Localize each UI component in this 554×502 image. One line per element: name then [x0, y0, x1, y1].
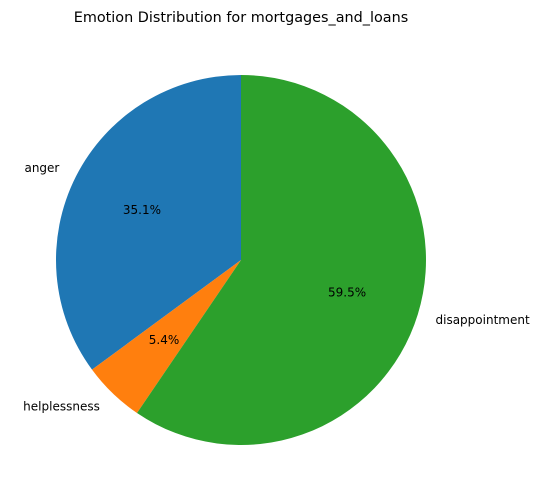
slice-pct-helplessness: 5.4%: [149, 333, 180, 347]
pie-slice-helplessness: [92, 260, 242, 414]
slice-label-anger: anger: [24, 161, 59, 175]
slice-label-disappointment: disappointment: [436, 313, 530, 327]
pie-slices: [56, 75, 426, 445]
slice-pct-anger: 35.1%: [123, 203, 161, 217]
pie-slice-anger: [56, 75, 242, 370]
slice-pct-disappointment: 59.5%: [328, 286, 366, 300]
slice-label-helplessness: helplessness: [23, 400, 100, 414]
pie-slice-disappointment: [137, 75, 426, 445]
chart-title: Emotion Distribution for mortgages_and_l…: [74, 10, 408, 26]
pie-labels: anger 35.1% helplessness 5.4% disappointment…: [23, 161, 530, 413]
